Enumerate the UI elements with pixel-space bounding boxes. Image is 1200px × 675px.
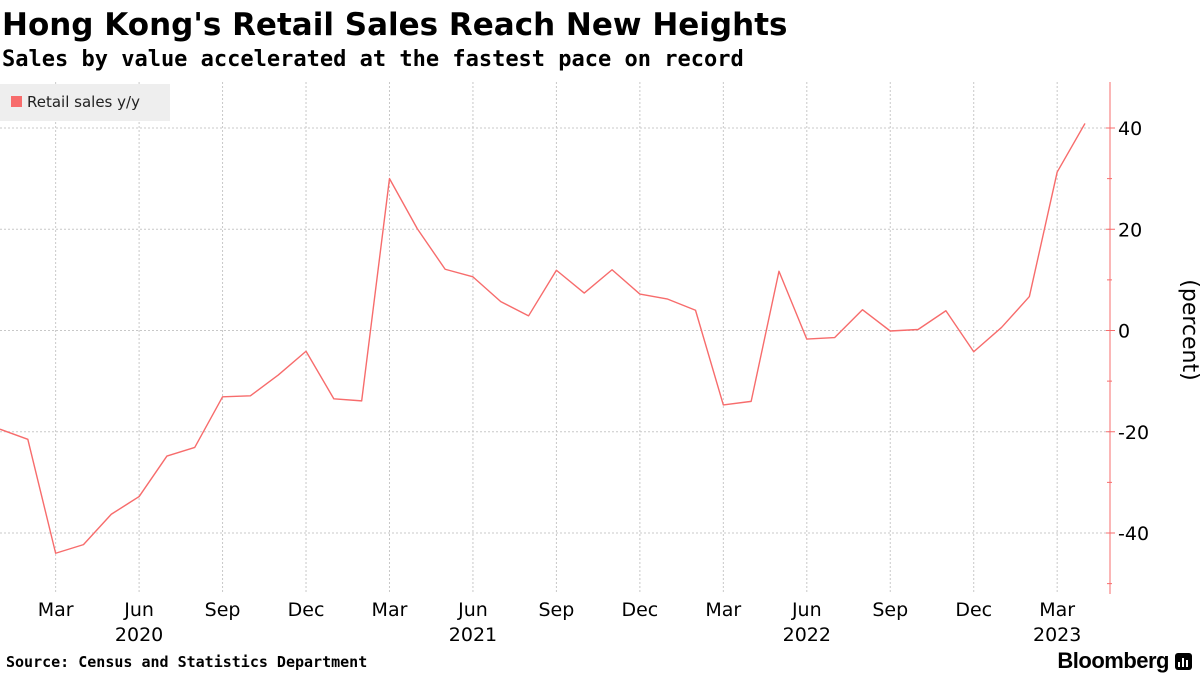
brand-name: Bloomberg — [1057, 648, 1169, 673]
data-point — [917, 328, 920, 331]
data-point — [360, 399, 363, 402]
x-tick-label: Mar — [705, 599, 741, 621]
data-point — [54, 552, 57, 555]
x-tick-label: Sep — [205, 599, 241, 621]
data-point — [388, 177, 391, 180]
data-point — [82, 543, 85, 546]
data-point — [833, 336, 836, 339]
chart-subtitle: Sales by value accelerated at the fastes… — [2, 47, 744, 72]
data-point — [26, 438, 29, 441]
x-tick-label: Mar — [372, 599, 408, 621]
x-tick-label: Jun — [123, 599, 154, 621]
y-tick-label: 20 — [1118, 219, 1142, 241]
x-tick-label: Jun — [457, 599, 488, 621]
data-point — [1084, 122, 1087, 125]
data-point — [499, 300, 502, 303]
data-point — [694, 309, 697, 312]
x-year-label: 2022 — [783, 624, 831, 646]
data-point — [1056, 171, 1059, 174]
data-point — [221, 395, 224, 398]
series-layer — [0, 122, 1087, 555]
data-point — [722, 403, 725, 406]
y-axis-label: (percent) — [1177, 279, 1200, 380]
data-point — [416, 227, 419, 230]
data-point — [611, 268, 614, 271]
y-tick-label: 0 — [1118, 321, 1130, 343]
data-point — [1028, 295, 1031, 298]
data-point — [777, 270, 780, 273]
data-point — [666, 298, 669, 301]
legend: Retail sales y/y — [0, 84, 170, 121]
grid-lines — [0, 82, 1110, 594]
data-point — [193, 446, 196, 449]
data-point — [583, 292, 586, 295]
data-point — [527, 314, 530, 317]
data-point — [471, 275, 474, 278]
x-axis: Mar Jun Sep Dec Mar Jun Sep Dec Mar Jun Sep Dec Mar 2… — [38, 599, 1082, 646]
x-tick-label: Sep — [539, 599, 575, 621]
x-tick-label: Mar — [1039, 599, 1075, 621]
x-tick-label: Jun — [791, 599, 822, 621]
y-tick-label: 40 — [1118, 118, 1142, 140]
data-point — [555, 269, 558, 272]
y-tick-label: -20 — [1118, 422, 1149, 444]
data-point — [972, 350, 975, 353]
data-point — [332, 397, 335, 400]
bar-chart-icon — [1175, 652, 1192, 670]
legend-background — [0, 84, 170, 121]
data-point — [277, 374, 280, 377]
data-point — [138, 495, 141, 498]
data-point — [889, 330, 892, 333]
bloomberg-logo: Bloomberg — [1057, 648, 1192, 674]
x-tick-label: Dec — [955, 599, 992, 621]
data-point — [805, 338, 808, 341]
series-line-retail-sales — [0, 123, 1086, 554]
data-point — [110, 513, 113, 516]
y-tick-label: -40 — [1118, 523, 1149, 545]
data-point — [638, 293, 641, 296]
legend-label: Retail sales y/y — [27, 93, 140, 111]
x-tick-label: Mar — [38, 599, 74, 621]
source-note: Source: Census and Statistics Department — [6, 653, 368, 671]
x-tick-label: Sep — [872, 599, 908, 621]
legend-swatch — [11, 96, 22, 107]
x-year-label: 2020 — [115, 624, 163, 646]
data-point — [305, 350, 308, 353]
data-point — [165, 455, 168, 458]
y-axis: 40 20 0 -20 -40 — [1106, 82, 1149, 594]
x-tick-label: Dec — [288, 599, 325, 621]
data-point — [1000, 326, 1003, 329]
data-point — [444, 268, 447, 271]
data-point — [249, 394, 252, 397]
data-point — [944, 309, 947, 312]
x-year-label: 2023 — [1033, 624, 1081, 646]
x-tick-label: Dec — [621, 599, 658, 621]
chart-title: Hong Kong's Retail Sales Reach New Heigh… — [2, 7, 788, 43]
data-point — [861, 308, 864, 311]
x-year-label: 2021 — [449, 624, 497, 646]
data-point — [750, 400, 753, 403]
